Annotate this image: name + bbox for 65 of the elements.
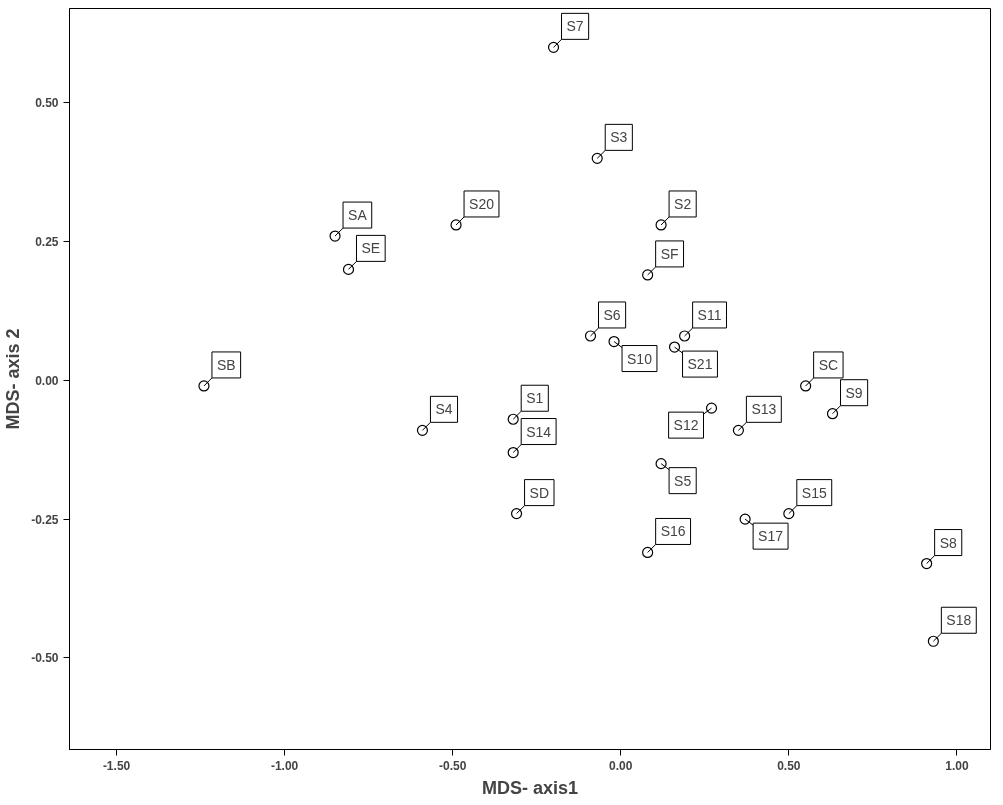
annotation: S5 [674,472,692,489]
annotation: S18 [946,612,972,629]
annotation: S1 [526,390,544,407]
point [679,330,691,342]
point [921,557,933,570]
x-tick-label: -0.50 [439,758,467,773]
point [547,41,560,53]
y-tick-label: -0.25 [31,512,59,527]
point [450,219,462,231]
point [507,413,519,425]
annotation: SB [216,356,236,373]
point [826,408,839,420]
point [800,380,812,392]
annotation: S14 [526,423,552,440]
annotation: SC [818,356,839,373]
point [642,546,654,559]
y-tick-label: 0.50 [35,96,59,111]
annotation: S13 [751,401,777,418]
annotation: S6 [603,306,621,323]
point [416,424,429,436]
point [783,508,795,520]
point [584,330,597,342]
annotation: S3 [610,129,628,146]
annotation: S2 [674,195,692,212]
point [510,508,523,520]
annotation: S15 [801,484,827,501]
point [591,152,603,164]
annotation: SF [660,245,679,262]
annotation: SE [361,240,381,257]
point [507,446,519,459]
y-tick-label: 0.25 [35,235,59,250]
annotation: S7 [566,18,584,35]
annotation: S11 [697,306,722,323]
point [329,230,341,242]
point [655,458,667,470]
point [642,269,654,281]
annotation: S8 [939,534,957,551]
x-tick-label: -1.50 [102,758,131,773]
annotation: S16 [660,523,686,540]
annotation: S12 [673,417,699,434]
x-tick-label: 0.50 [777,758,801,773]
x-axis-title: MDS- axis1 [481,777,579,798]
y-tick-label: -0.50 [31,651,59,666]
annotation: SD [529,484,550,501]
point [927,635,939,647]
x-tick-label: 0.00 [609,758,633,773]
point [732,424,744,436]
point [342,263,355,275]
y-tick-label: 0.00 [35,373,59,388]
annotation: S17 [758,528,784,545]
point [198,380,210,392]
annotation: S10 [627,350,653,367]
point [608,335,620,348]
annotation: S9 [845,384,863,401]
point [655,219,667,231]
point [668,341,681,353]
x-tick-label: -1.00 [270,758,299,773]
annotation: S21 [687,356,713,373]
point [705,402,718,414]
annotation: S20 [469,195,495,212]
x-tick-label: 1.00 [945,758,969,773]
point [739,513,751,525]
annotation: SA [348,207,368,224]
y-axis-title: MDS- axis 2 [3,328,24,430]
annotation: S4 [435,401,453,418]
